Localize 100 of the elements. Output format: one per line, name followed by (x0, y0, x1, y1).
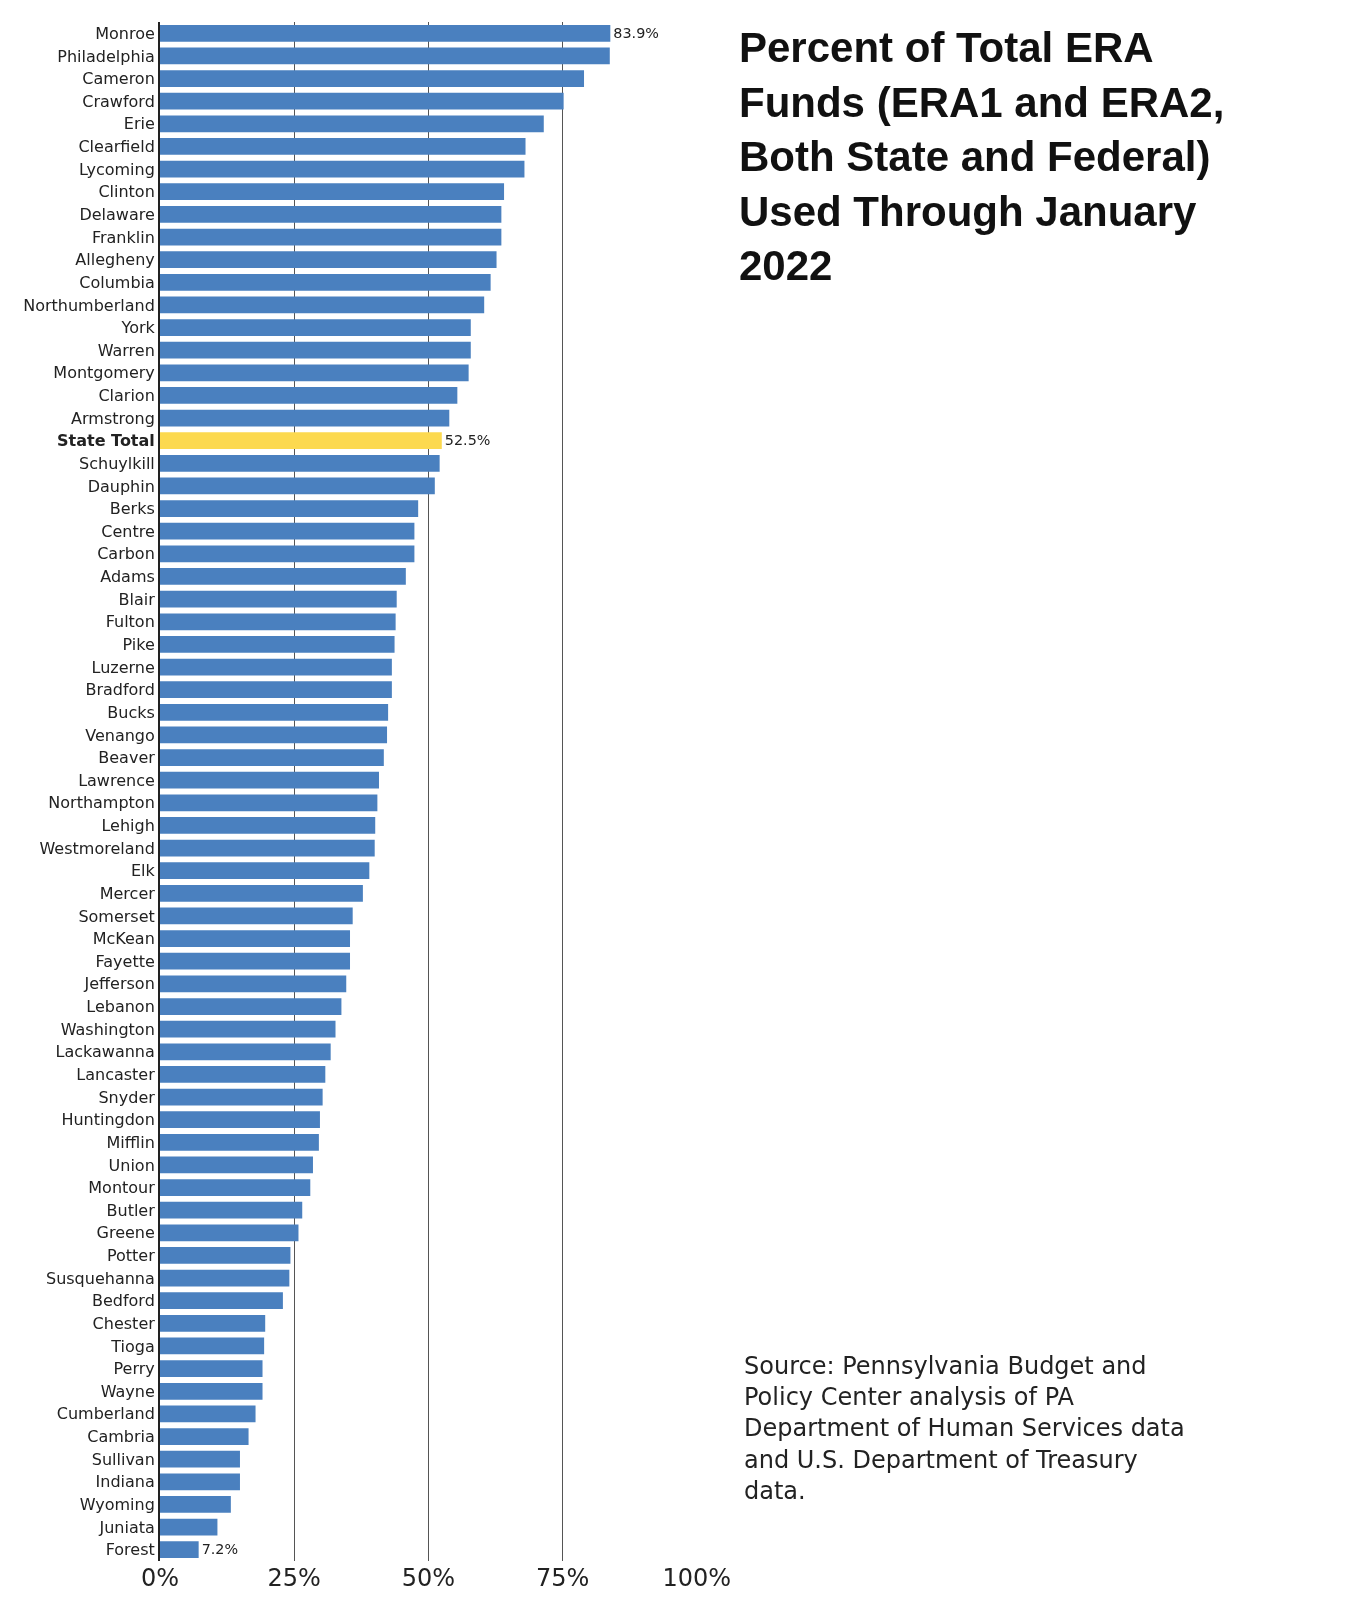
bar (160, 296, 485, 314)
y-tick-label: Wyoming (79, 1495, 155, 1515)
y-tick-label: Fulton (105, 612, 155, 632)
y-tick-label: Luzerne (91, 657, 155, 677)
bar (160, 206, 502, 223)
y-tick-label: Clinton (98, 182, 155, 202)
bar (160, 1337, 265, 1355)
y-tick-label: Erie (123, 114, 155, 134)
y-tick-label: Cumberland (56, 1404, 155, 1424)
y-tick-label: Clearfield (78, 137, 155, 157)
y-tick-label: Tioga (110, 1336, 155, 1356)
bar (160, 1043, 331, 1061)
y-tick-label: Northampton (48, 793, 155, 813)
bar (160, 952, 351, 970)
bar (160, 1518, 218, 1536)
y-tick-label: Adams (100, 567, 155, 587)
y-tick-label: Huntingdon (61, 1110, 155, 1130)
bar (160, 658, 392, 676)
bar (160, 613, 396, 631)
y-tick-label: Union (108, 1155, 155, 1175)
bar (160, 681, 392, 699)
y-tick-label: Wayne (100, 1381, 155, 1401)
bar (160, 138, 526, 155)
bar (160, 1111, 320, 1129)
data-label: 52.5% (444, 432, 491, 449)
bar (160, 251, 497, 269)
y-tick-label: Bucks (107, 702, 155, 722)
bar (160, 1405, 256, 1423)
bar (160, 568, 406, 585)
bar (160, 1020, 336, 1038)
bar (160, 387, 458, 404)
bar (160, 228, 502, 246)
x-tick-label: 25% (267, 1564, 321, 1592)
bar (160, 1450, 240, 1468)
y-tick-label: Westmoreland (39, 838, 155, 858)
bar (160, 1360, 263, 1377)
bar (160, 477, 435, 495)
y-tick-label: Potter (106, 1246, 156, 1266)
bar (160, 998, 342, 1015)
y-tick-label: Cambria (87, 1427, 155, 1447)
y-tick-label: Chester (92, 1313, 156, 1333)
y-tick-label: McKean (92, 929, 155, 949)
bar (160, 183, 505, 201)
y-tick-label: Forest (105, 1540, 155, 1560)
bar (160, 817, 376, 834)
y-tick-label: Indiana (95, 1472, 155, 1492)
y-tick-label: Warren (97, 340, 155, 360)
data-label: 7.2% (201, 1541, 239, 1558)
y-tick-label: Pike (122, 634, 155, 654)
bar (160, 1314, 266, 1332)
x-tick-label: 0% (140, 1564, 180, 1592)
y-tick-label: Perry (113, 1359, 155, 1379)
y-tick-label: Jefferson (83, 974, 155, 994)
y-tick-label: Mercer (99, 883, 156, 903)
y-tick-label: York (120, 318, 156, 338)
y-tick-label: Cameron (82, 69, 155, 89)
y-tick-label: Lehigh (101, 816, 155, 836)
y-tick-label: Armstrong (71, 408, 155, 428)
bar (160, 545, 415, 563)
bar (160, 432, 442, 450)
bar (160, 1224, 299, 1242)
y-tick-label: State Total (57, 431, 155, 451)
bar (160, 726, 388, 744)
bar (160, 319, 471, 336)
y-tick-label: Delaware (79, 204, 155, 224)
x-tick-label: 100% (662, 1564, 732, 1592)
bar (160, 24, 611, 42)
y-tick-label: Lackawanna (55, 1042, 155, 1062)
y-tick-label: Franklin (91, 227, 155, 247)
y-tick-label: Montgomery (53, 363, 155, 383)
bar (160, 364, 469, 382)
bar (160, 273, 491, 291)
y-tick-label: Blair (118, 589, 156, 609)
bar (160, 794, 378, 812)
bar (160, 409, 450, 427)
bar (160, 341, 471, 359)
bar (160, 907, 353, 925)
y-tick-label: Washington (60, 1019, 155, 1039)
y-tick-label: Lycoming (78, 159, 155, 179)
bar (160, 1201, 303, 1219)
bar (160, 500, 419, 517)
y-tick-label: Lancaster (76, 1065, 156, 1084)
y-tick-label: Monroe (95, 23, 155, 43)
bar (160, 1133, 319, 1151)
bar (160, 975, 347, 993)
bar (160, 636, 395, 653)
bar (160, 454, 440, 472)
y-tick-label: Clarion (98, 386, 155, 406)
y-tick-label: Bradford (85, 680, 155, 700)
y-tick-label: Montour (88, 1178, 156, 1198)
y-tick-label: Allegheny (75, 250, 155, 270)
y-tick-label: Butler (106, 1200, 156, 1220)
bar (160, 1473, 240, 1491)
y-tick-label: Somerset (78, 906, 155, 926)
bar (160, 522, 415, 540)
y-tick-label: Mifflin (106, 1132, 155, 1152)
x-tick-label: 50% (401, 1564, 456, 1592)
y-tick-label: Northumberland (23, 295, 155, 315)
y-tick-label: Crawford (82, 91, 155, 111)
bar (160, 1156, 313, 1174)
